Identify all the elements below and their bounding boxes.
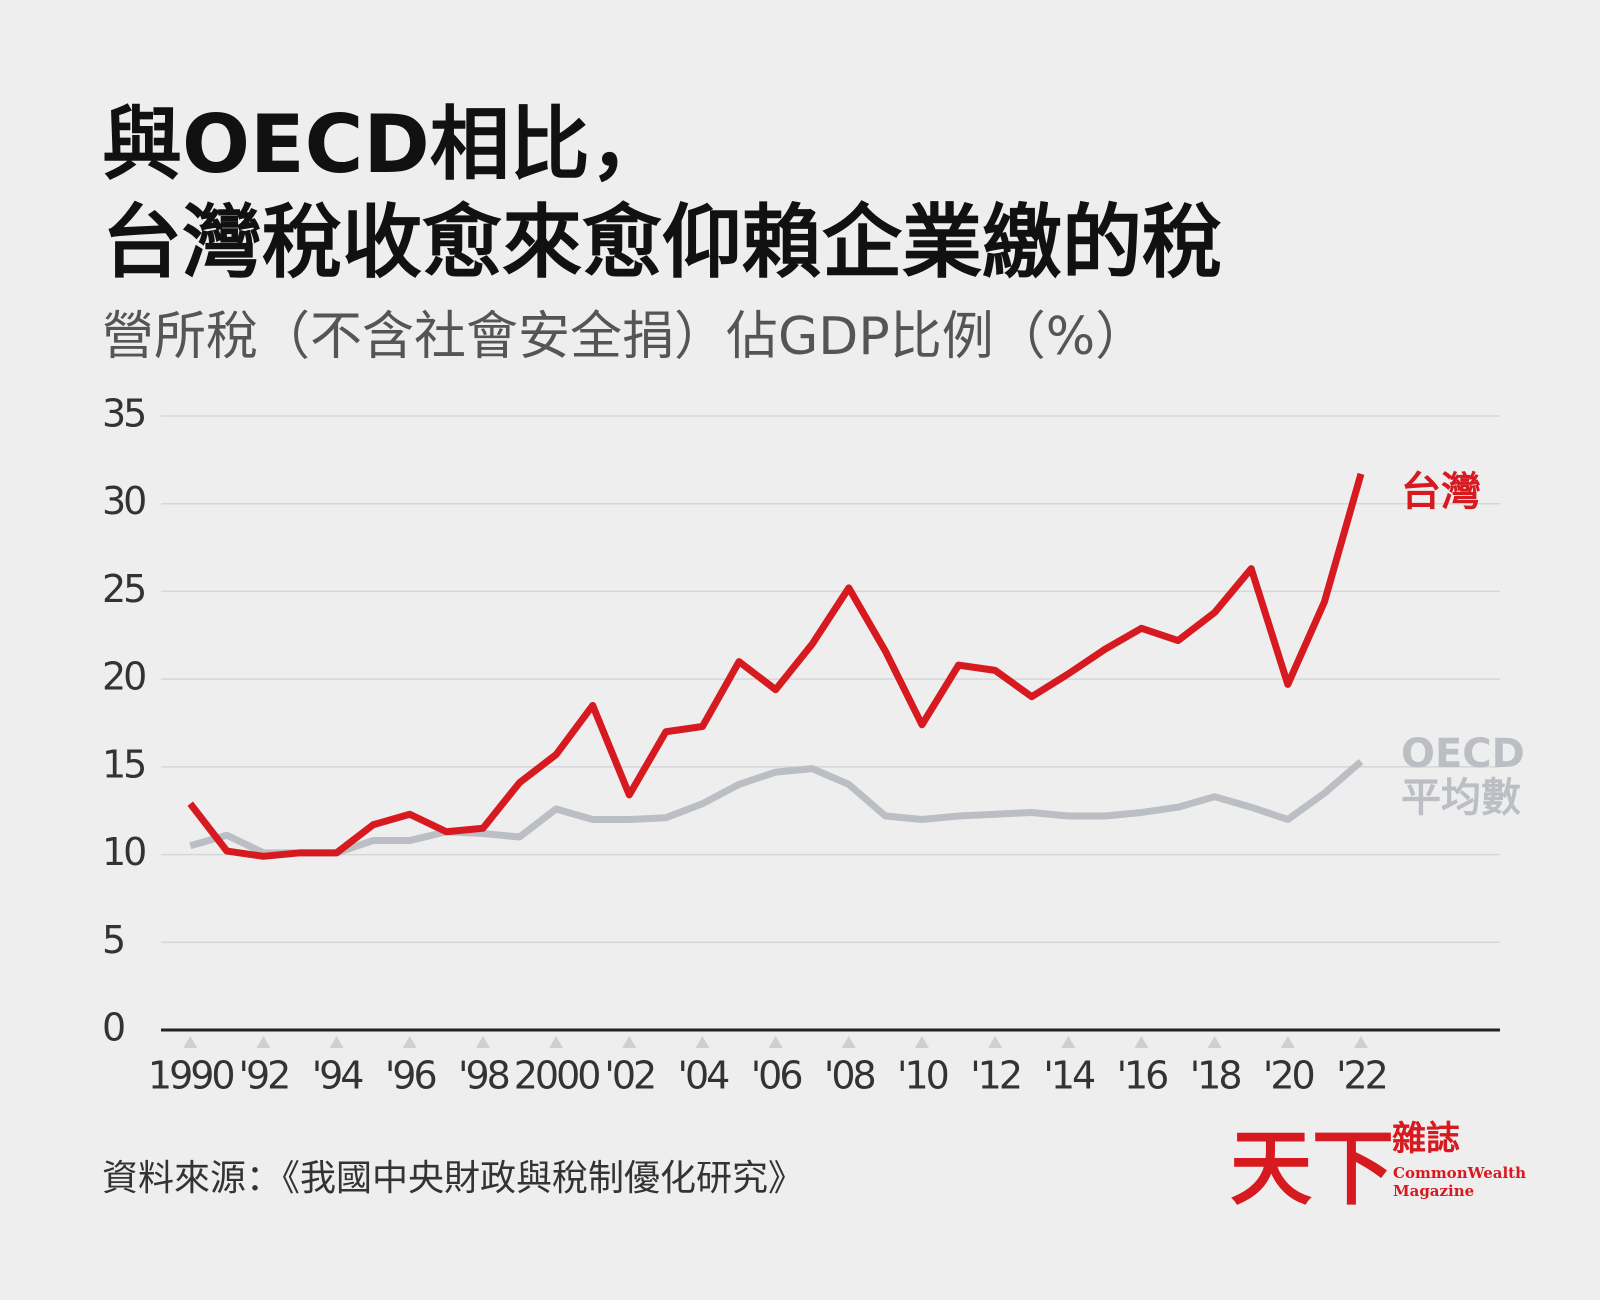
chart-subtitle: 營所稅（不含社會安全捐）佔GDP比例（%） [102, 307, 1147, 367]
logo-en: CommonWealth [1393, 1164, 1526, 1182]
x-tick-label: '02 [604, 1054, 654, 1098]
x-tick-label: '04 [678, 1054, 730, 1098]
series-label: OECD平均數 [1400, 730, 1525, 821]
tick-mark [1134, 1036, 1149, 1048]
tick-mark [768, 1036, 783, 1048]
x-tick-label: '20 [1263, 1054, 1314, 1098]
tick-mark [841, 1036, 856, 1048]
y-tick-label: 35 [102, 392, 144, 436]
series-line [189, 758, 1364, 857]
x-tick-label: 2000 [514, 1054, 600, 1098]
y-tick-label: 15 [102, 742, 144, 786]
x-tick-label: '94 [312, 1054, 364, 1098]
x-tick-label: '14 [1043, 1054, 1095, 1098]
x-tick-label: '96 [385, 1054, 436, 1098]
tick-mark [1353, 1036, 1368, 1048]
series-label: 台灣 [1400, 468, 1481, 515]
y-tick-label: 25 [102, 567, 144, 611]
x-tick-label: '08 [824, 1054, 875, 1098]
x-tick-label: '16 [1117, 1054, 1168, 1098]
x-tick-label: '18 [1190, 1054, 1241, 1098]
tick-mark [402, 1036, 417, 1048]
tick-mark [475, 1036, 490, 1048]
tick-mark [1061, 1036, 1076, 1048]
tick-mark [329, 1036, 344, 1048]
tick-mark [988, 1036, 1003, 1048]
tick-mark [1207, 1036, 1222, 1048]
y-tick-label: 5 [102, 918, 123, 962]
x-tick-label: '06 [751, 1054, 802, 1098]
tick-mark [914, 1036, 929, 1048]
tick-mark [1280, 1036, 1295, 1048]
tick-mark [549, 1036, 564, 1048]
x-tick-label: '98 [458, 1054, 509, 1098]
source: 資料來源：《我國中央財政與稅制優化研究》 [102, 1158, 804, 1199]
tick-mark [256, 1036, 271, 1048]
y-tick-label: 30 [102, 479, 145, 523]
y-tick-label: 0 [102, 1006, 124, 1050]
chart-title: 與OECD相比， [102, 98, 670, 191]
x-tick-label: '22 [1336, 1054, 1386, 1098]
y-tick-label: 20 [102, 655, 145, 699]
x-tick-label: '10 [897, 1054, 948, 1098]
x-tick-label: 1990 [148, 1054, 234, 1098]
logo-main: 天下 [1230, 1120, 1394, 1216]
tick-mark [183, 1036, 198, 1048]
chart-title: 台灣稅收愈來愈仰賴企業繳的稅 [102, 196, 1222, 289]
series-line [187, 472, 1365, 860]
y-tick-label: 10 [102, 830, 145, 874]
logo-en: Magazine [1393, 1182, 1474, 1200]
tick-mark [622, 1036, 637, 1048]
logo-side: 雜誌 [1392, 1119, 1460, 1159]
x-tick-label: '92 [239, 1054, 289, 1098]
x-tick-label: '12 [970, 1054, 1020, 1098]
tick-mark [695, 1036, 710, 1048]
